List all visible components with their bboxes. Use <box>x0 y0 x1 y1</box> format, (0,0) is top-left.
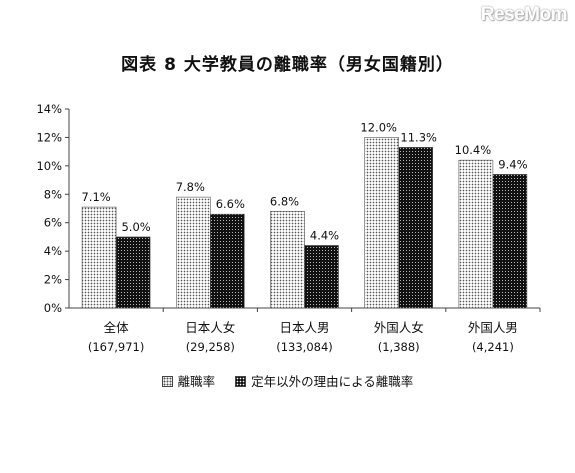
data-label: 6.8% <box>270 194 299 208</box>
bar-non-retirement-rate <box>115 236 151 309</box>
data-label: 4.4% <box>310 228 339 242</box>
x-category-label: 全体 <box>104 320 130 335</box>
legend-label-series-2: 定年以外の理由による離職率 <box>251 374 414 389</box>
data-label: 5.0% <box>121 220 150 234</box>
y-tick-label: 8% <box>44 187 62 201</box>
resemom-watermark: ReseMom <box>480 4 568 25</box>
x-category-label: 日本人男 <box>279 320 329 335</box>
bar-non-retirement-rate <box>304 245 339 309</box>
x-category-count: (1,388) <box>378 340 420 354</box>
data-label: 6.6% <box>216 197 245 211</box>
bar-turnover-rate <box>270 211 305 309</box>
data-label: 10.4% <box>455 143 492 157</box>
legend-swatch-dotted <box>161 376 173 387</box>
x-category-label: 外国人男 <box>468 320 518 335</box>
bar-non-retirement-rate <box>492 174 528 309</box>
y-tick-label: 12% <box>36 130 62 144</box>
x-category-count: (29,258) <box>186 340 235 354</box>
data-label: 11.3% <box>400 130 437 144</box>
legend-item-series-1: 離職率 <box>161 371 216 390</box>
y-tick-label: 4% <box>44 244 62 258</box>
y-tick-label: 10% <box>36 159 62 173</box>
bar-turnover-rate <box>364 137 400 309</box>
y-tick-label: 6% <box>44 216 62 230</box>
x-category-count: (4,241) <box>472 340 514 354</box>
legend-label-series-1: 離職率 <box>177 374 216 389</box>
data-label: 7.1% <box>81 190 110 204</box>
y-tick-label: 14% <box>36 102 62 116</box>
x-category-label: 日本人女 <box>185 320 235 335</box>
bar-turnover-rate <box>176 196 211 309</box>
legend-swatch-dark <box>235 376 247 387</box>
x-category-count: (133,084) <box>276 340 333 354</box>
x-category-count: (167,971) <box>88 340 145 354</box>
bar-turnover-rate <box>458 159 494 309</box>
bar-non-retirement-rate <box>398 147 434 309</box>
legend-item-series-2: 定年以外の理由による離職率 <box>235 371 413 390</box>
chart-title: 図表 8 大学教員の離職率（男女国籍別） <box>121 55 454 75</box>
data-label: 12.0% <box>360 120 397 134</box>
x-category-label: 外国人女 <box>374 320 424 335</box>
chart-legend: 離職率 定年以外の理由による離職率 <box>0 371 575 390</box>
y-tick-label: 2% <box>44 273 62 287</box>
y-tick-label: 0% <box>44 301 62 315</box>
bar-turnover-rate <box>81 206 117 309</box>
bar-non-retirement-rate <box>210 213 245 309</box>
data-label: 7.8% <box>176 180 205 194</box>
data-label: 9.4% <box>498 157 527 171</box>
